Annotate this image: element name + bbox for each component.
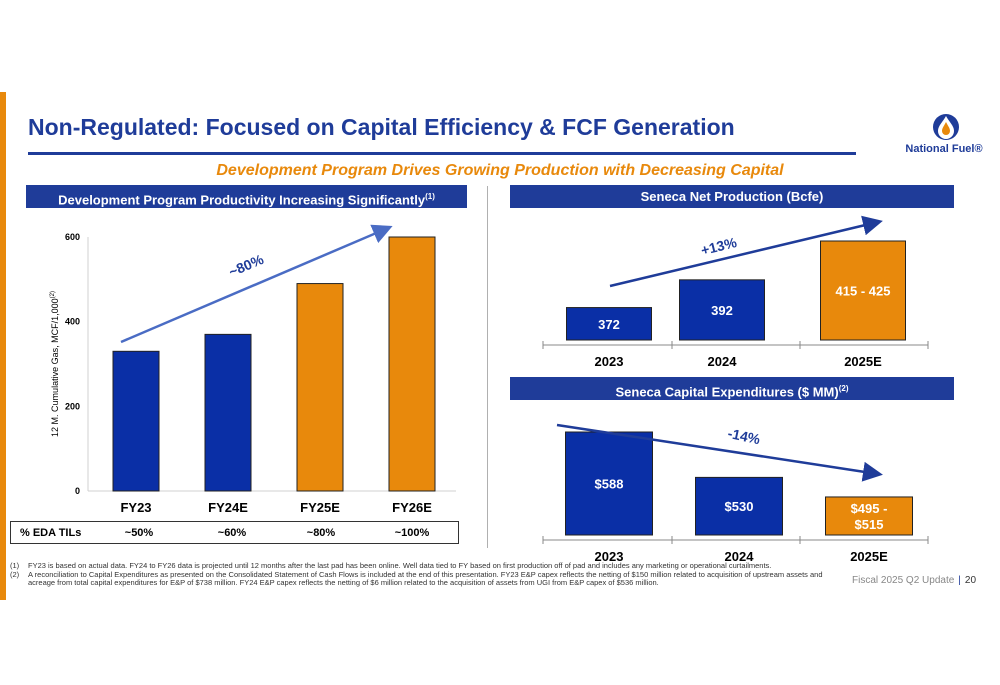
- bar-fy26e: [388, 236, 436, 492]
- production-growth-annotation: +13%: [699, 234, 739, 258]
- eda-value-fy24e: ~60%: [217, 527, 247, 539]
- capex-growth-annotation: -14%: [726, 425, 762, 448]
- logo-text: National Fuel®: [905, 143, 983, 155]
- footnotes: (1) FY23 is based on actual data. FY24 to…: [10, 561, 840, 588]
- capex-data-label-2023: $588: [595, 477, 624, 492]
- footer-separator: |: [958, 575, 961, 586]
- left-panel-header: Development Program Productivity Increas…: [26, 185, 467, 208]
- production-bar-2025e: [820, 240, 906, 341]
- capex-bar-2024: [695, 476, 783, 536]
- footnote-1: (1) FY23 is based on actual data. FY24 to…: [10, 561, 840, 571]
- production-panel-header: Seneca Net Production (Bcfe): [510, 185, 954, 208]
- production-bar-2023: [566, 307, 652, 341]
- capex-panel-header-text: Seneca Capital Expenditures ($ MM): [615, 384, 839, 400]
- capex-data-label-2025e-1: $515: [855, 517, 884, 532]
- panel-divider: [487, 186, 488, 548]
- footnote-1-text: FY23 is based on actual data. FY24 to FY…: [28, 561, 772, 570]
- production-x-tick-label-2024: 2024: [708, 354, 738, 369]
- y-tick-label-600: 600: [65, 232, 80, 242]
- y-axis-label: 12 M. Cumulative Gas, MCF/1,000(2): [50, 291, 60, 437]
- bar-fy24e: [204, 333, 252, 492]
- production-data-label-2024: 392: [711, 303, 733, 318]
- footnote-2-text: A reconciliation to Capital Expenditures…: [28, 569, 823, 587]
- x-tick-label-fy25e: FY25E: [300, 500, 340, 515]
- production-x-tick-label-2023: 2023: [595, 354, 624, 369]
- footnote-2-number: (2): [10, 569, 20, 579]
- y-tick-label-200: 200: [65, 401, 80, 411]
- left-panel-header-text: Development Program Productivity Increas…: [58, 192, 426, 208]
- x-tick-label-fy24e: FY24E: [208, 500, 248, 515]
- capex-x-tick-label-2023: 2023: [595, 549, 624, 564]
- left-panel-header-footnote: (1): [425, 192, 435, 201]
- production-x-tick-label-2025e: 2025E: [844, 354, 882, 369]
- eda-tils-label: % EDA TILs: [20, 527, 82, 539]
- production-data-label-2025e: 415 - 425: [836, 284, 891, 299]
- capex-x-tick-label-2025e: 2025E: [850, 549, 888, 564]
- page-number: 20: [964, 575, 977, 586]
- footer-text: Fiscal 2025 Q2 Update: [852, 575, 955, 586]
- capex-bar-2025e: [825, 496, 913, 536]
- y-tick-label-0: 0: [75, 486, 80, 496]
- national-fuel-logo: [933, 114, 959, 140]
- bar-fy25e: [296, 283, 344, 492]
- capex-data-label-2024: $530: [725, 499, 754, 514]
- capex-data-label-2025e-0: $495 -: [851, 501, 888, 516]
- eda-tils-row: [10, 521, 459, 544]
- capex-x-tick-label-2024: 2024: [725, 549, 755, 564]
- capex-panel-header: Seneca Capital Expenditures ($ MM)(2): [510, 377, 954, 400]
- capex-panel-header-footnote: (2): [838, 384, 849, 393]
- page-title: Non-Regulated: Focused on Capital Effici…: [28, 114, 735, 140]
- eda-value-fy23: ~50%: [124, 527, 154, 539]
- production-bar-2024: [679, 279, 765, 341]
- y-tick-label-400: 400: [65, 317, 80, 327]
- capex-trend-arrow: [556, 423, 883, 482]
- eda-value-fy26e: ~100%: [394, 527, 430, 539]
- y-axis-label-footnote: (2): [50, 291, 56, 298]
- trend-arrow: [120, 224, 393, 344]
- title-underline: [28, 152, 856, 155]
- footnote-1-number: (1): [10, 561, 20, 570]
- x-tick-label-fy26e: FY26E: [392, 500, 432, 515]
- left-accent-bar: [0, 92, 6, 600]
- eda-value-fy25e: ~80%: [306, 527, 336, 539]
- footnote-2: (2) A reconciliation to Capital Expenditu…: [10, 569, 840, 588]
- page-subtitle: Development Program Drives Growing Produ…: [216, 162, 784, 179]
- x-tick-label-fy23: FY23: [120, 500, 151, 515]
- capex-bar-2023: [565, 431, 653, 536]
- bar-fy23: [112, 350, 160, 492]
- page-footer: Fiscal 2025 Q2 Update | 20: [852, 575, 976, 586]
- production-trend-arrow: [609, 215, 883, 288]
- growth-annotation: ~80%: [226, 251, 266, 280]
- production-data-label-2023: 372: [598, 317, 620, 332]
